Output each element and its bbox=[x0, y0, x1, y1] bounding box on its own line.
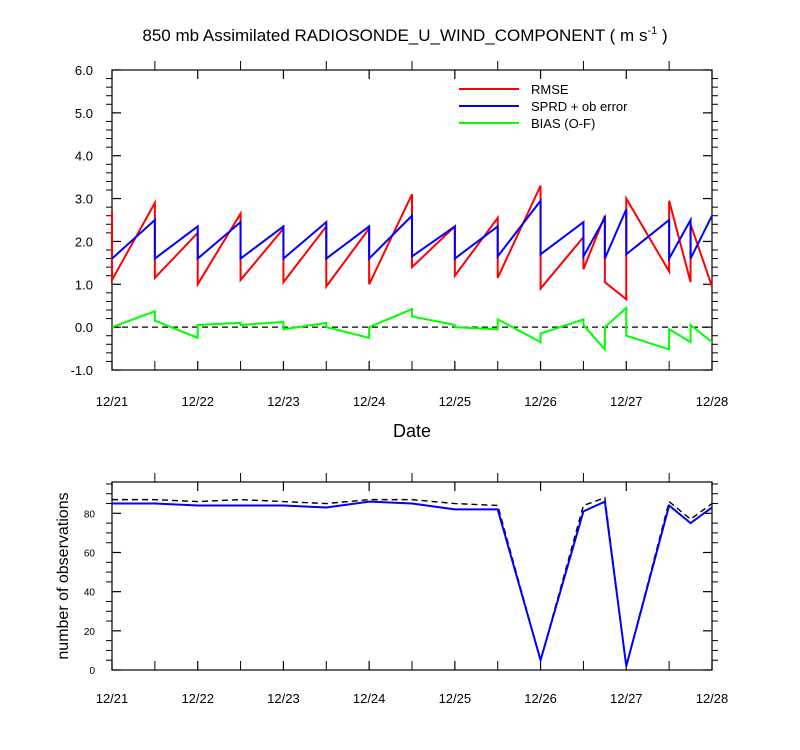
x-tick-label: 12/27 bbox=[610, 394, 643, 409]
x-axis-label: Date bbox=[393, 421, 431, 441]
x-tick-label: 12/26 bbox=[524, 691, 557, 706]
top-plot: 12/21 12/22 12/23 12/24 12/25 12/26 12/27 12/28… bbox=[71, 61, 729, 441]
obs-series-possible bbox=[112, 496, 713, 667]
legend-label: SPRD + ob error bbox=[531, 99, 628, 114]
x-tick-label: 12/28 bbox=[696, 691, 729, 706]
top-plot-ticks: 12/21 12/22 12/23 12/24 12/25 12/26 12/27 12/28… bbox=[71, 61, 729, 409]
y-tick-label: 5.0 bbox=[75, 106, 93, 121]
bottom-plot-series bbox=[112, 496, 713, 667]
y-tick-label: 80 bbox=[84, 509, 96, 520]
x-tick-label: 12/24 bbox=[353, 394, 386, 409]
x-tick-label: 12/27 bbox=[610, 691, 643, 706]
y-tick-label: 4.0 bbox=[75, 149, 93, 164]
x-tick-label: 12/25 bbox=[439, 691, 472, 706]
series-line-bias-o-f bbox=[111, 305, 713, 353]
legend-label: BIAS (O-F) bbox=[531, 116, 595, 131]
chart-title-exponent: -1 bbox=[647, 25, 657, 37]
x-tick-label: 12/22 bbox=[181, 691, 214, 706]
bottom-plot-frame bbox=[111, 481, 713, 671]
x-tick-label: 12/22 bbox=[181, 394, 214, 409]
chart-title-suffix: ) bbox=[657, 26, 667, 45]
bottom-plot-ticks: 12/21 12/22 12/23 12/24 12/25 12/26 12/27 12/28… bbox=[84, 473, 728, 706]
bottom-plot: 12/21 12/22 12/23 12/24 12/25 12/26 12/27 12/28… bbox=[55, 473, 728, 706]
y-tick-label: 40 bbox=[84, 588, 96, 599]
top-plot-series bbox=[111, 185, 713, 353]
legend-label: RMSE bbox=[531, 82, 569, 97]
series-line-sprd-ob-error bbox=[111, 197, 713, 263]
y-tick-label: 60 bbox=[84, 549, 96, 560]
x-tick-label: 12/28 bbox=[696, 394, 729, 409]
y-tick-label: 20 bbox=[84, 627, 96, 638]
y-tick-label: 0 bbox=[89, 666, 95, 677]
chart-title: 850 mb Assimilated RADIOSONDE_U_WIND_COM… bbox=[142, 25, 667, 45]
y-tick-label: 6.0 bbox=[75, 63, 93, 78]
legend: RMSE SPRD + ob error BIAS (O-F) bbox=[459, 82, 628, 131]
x-tick-label: 12/24 bbox=[353, 691, 386, 706]
x-tick-label: 12/21 bbox=[96, 394, 129, 409]
y-tick-label: 3.0 bbox=[75, 192, 93, 207]
y-tick-label: -1.0 bbox=[71, 363, 93, 378]
y-tick-label: 2.0 bbox=[75, 234, 93, 249]
x-tick-label: 12/23 bbox=[267, 691, 300, 706]
y-tick-label: 1.0 bbox=[75, 277, 93, 292]
obs-series-used bbox=[112, 500, 713, 667]
chart-title-main: 850 mb Assimilated RADIOSONDE_U_WIND_COM… bbox=[142, 26, 647, 45]
x-tick-label: 12/26 bbox=[524, 394, 557, 409]
x-tick-label: 12/23 bbox=[267, 394, 300, 409]
y-tick-label: 0.0 bbox=[75, 320, 93, 335]
y-axis-label-observations: number of observations bbox=[55, 492, 72, 659]
x-tick-label: 12/21 bbox=[96, 691, 129, 706]
x-tick-label: 12/25 bbox=[439, 394, 472, 409]
